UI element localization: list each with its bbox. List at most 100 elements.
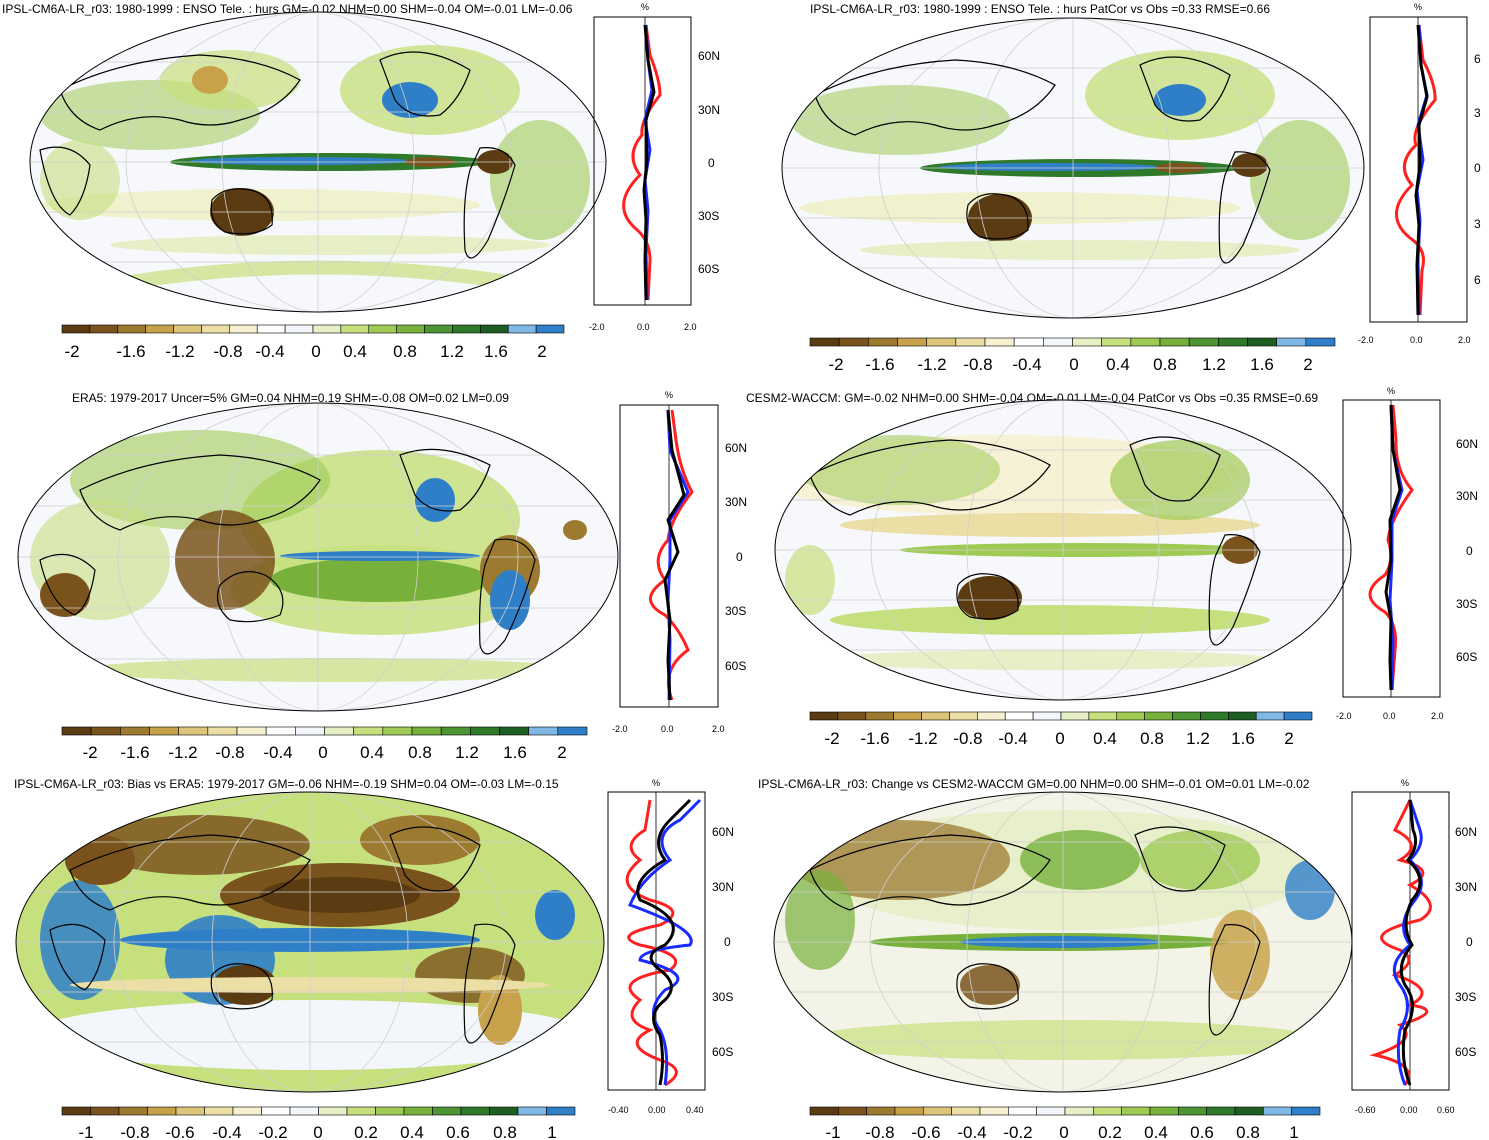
colorbar-labels: -2 -1.6 -1.2 -0.8 -0.4 0 0.4 0.8 1.2 1.6… xyxy=(82,743,566,762)
svg-text:-0.4: -0.4 xyxy=(263,743,292,762)
svg-text:0.8: 0.8 xyxy=(393,342,417,361)
panel-title: IPSL-CM6A-LR_r03: 1980-1999 : ENSO Tele.… xyxy=(810,2,1270,16)
colorbar-swatch xyxy=(265,726,296,736)
svg-text:0.6: 0.6 xyxy=(1190,1123,1214,1140)
zonal-profile: % 60N 30N 0 30S 60S -2.0 0.0 2.0 xyxy=(1336,386,1478,721)
svg-text:-1.2: -1.2 xyxy=(168,743,197,762)
colorbar xyxy=(61,1106,576,1116)
colorbar-swatch xyxy=(1043,337,1073,347)
colorbar-swatch xyxy=(489,1106,519,1116)
colorbar-swatch xyxy=(1008,1106,1037,1116)
colorbar xyxy=(809,711,1313,721)
svg-text:60S: 60S xyxy=(712,1045,733,1059)
colorbar-swatch xyxy=(1178,1106,1207,1116)
colorbar-swatch xyxy=(1004,711,1034,721)
svg-text:-1.6: -1.6 xyxy=(865,355,894,374)
colorbar-swatch xyxy=(837,711,867,721)
svg-text:60N: 60N xyxy=(698,49,720,63)
svg-text:0.4: 0.4 xyxy=(400,1123,424,1140)
svg-text:30N: 30N xyxy=(698,103,720,117)
colorbar-swatch xyxy=(207,726,238,736)
svg-text:-0.8: -0.8 xyxy=(953,729,982,748)
svg-text:%: % xyxy=(1387,386,1395,396)
colorbar-swatch xyxy=(926,337,957,347)
colorbar-swatch xyxy=(535,324,565,334)
svg-text:30N: 30N xyxy=(725,495,747,509)
colorbar-swatch xyxy=(1218,337,1248,347)
colorbar-swatch xyxy=(809,1106,839,1116)
svg-text:2.0: 2.0 xyxy=(712,724,725,734)
colorbar-swatch xyxy=(557,726,588,736)
svg-text:0.2: 0.2 xyxy=(1098,1123,1122,1140)
colorbar-swatch xyxy=(452,324,481,334)
svg-text:60N: 60N xyxy=(712,825,734,839)
zonal-profile: % 60N 30N 0 30S 60S -2.0 0.0 2.0 xyxy=(612,390,747,734)
colorbar-swatch xyxy=(893,711,922,721)
colorbar-swatch xyxy=(809,337,840,347)
colorbar-swatch xyxy=(1291,1106,1321,1116)
colorbar-swatch xyxy=(324,726,354,736)
svg-text:0.0: 0.0 xyxy=(637,322,650,332)
svg-text:1.6: 1.6 xyxy=(1250,355,1274,374)
svg-text:2: 2 xyxy=(557,743,566,762)
svg-text:30S: 30S xyxy=(1455,990,1476,1004)
colorbar-swatch xyxy=(1101,337,1132,347)
colorbar-swatch xyxy=(865,711,894,721)
colorbar-swatch xyxy=(838,337,869,347)
colorbar-swatch xyxy=(499,726,529,736)
svg-text:-1.2: -1.2 xyxy=(908,729,937,748)
colorbar-swatch xyxy=(375,1106,405,1116)
colorbar-swatch xyxy=(353,726,384,736)
colorbar-swatch xyxy=(1255,711,1285,721)
colorbar-swatch xyxy=(1032,711,1062,721)
svg-text:-1: -1 xyxy=(825,1123,840,1140)
colorbar-swatch xyxy=(1144,711,1173,721)
svg-text:30S: 30S xyxy=(698,209,719,223)
svg-text:0.0: 0.0 xyxy=(1410,335,1423,345)
colorbar-swatch xyxy=(1188,337,1219,347)
colorbar-swatch xyxy=(1116,711,1145,721)
colorbar-swatch xyxy=(147,1106,177,1116)
colorbar-swatch xyxy=(1283,711,1313,721)
map xyxy=(29,11,607,313)
svg-text:60S: 60S xyxy=(698,262,719,276)
colorbar-swatch xyxy=(923,1106,952,1116)
svg-text:1.2: 1.2 xyxy=(1202,355,1226,374)
svg-text:2.0: 2.0 xyxy=(1458,335,1471,345)
svg-text:2.0: 2.0 xyxy=(684,322,697,332)
svg-text:-0.40: -0.40 xyxy=(608,1105,629,1115)
colorbar-labels: -1 -0.8 -0.6 -0.4 -0.2 0 0.2 0.4 0.6 0.8… xyxy=(825,1123,1298,1140)
panel-title: IPSL-CM6A-LR_r03: Change vs CESM2-WACCM … xyxy=(758,777,1310,791)
svg-text:0.2: 0.2 xyxy=(354,1123,378,1140)
svg-text:0: 0 xyxy=(313,1123,322,1140)
svg-text:30N: 30N xyxy=(1456,489,1478,503)
colorbar-swatch xyxy=(517,1106,547,1116)
colorbar-swatch xyxy=(368,324,397,334)
colorbar-swatch xyxy=(61,1106,91,1116)
colorbar-swatch xyxy=(809,711,839,721)
svg-text:1.6: 1.6 xyxy=(484,342,508,361)
svg-text:1.6: 1.6 xyxy=(1231,729,1255,748)
colorbar-swatch xyxy=(955,337,986,347)
svg-text:0.0: 0.0 xyxy=(661,724,674,734)
colorbar-swatch xyxy=(1093,1106,1122,1116)
colorbar-swatch xyxy=(346,1106,376,1116)
svg-text:0.4: 0.4 xyxy=(360,743,384,762)
svg-text:30N: 30N xyxy=(1455,880,1477,894)
svg-text:60S: 60S xyxy=(725,659,746,673)
svg-text:1: 1 xyxy=(547,1123,556,1140)
svg-text:2: 2 xyxy=(1303,355,1312,374)
svg-text:0.8: 0.8 xyxy=(493,1123,517,1140)
svg-text:0.8: 0.8 xyxy=(1140,729,1164,748)
panel-top-right: IPSL-CM6A-LR_r03: 1980-1999 : ENSO Tele.… xyxy=(781,2,1481,374)
colorbar-swatch xyxy=(117,324,146,334)
colorbar-swatch xyxy=(1013,337,1044,347)
svg-text:-1.6: -1.6 xyxy=(116,342,145,361)
svg-text:0: 0 xyxy=(1466,544,1473,558)
svg-text:-0.8: -0.8 xyxy=(215,743,244,762)
svg-text:60N: 60N xyxy=(1455,825,1477,839)
colorbar-swatch xyxy=(480,324,509,334)
panel-top-left: IPSL-CM6A-LR_r03: 1980-1999 : ENSO Tele.… xyxy=(2,2,720,361)
colorbar-swatch xyxy=(424,324,453,334)
svg-text:30S: 30S xyxy=(712,990,733,1004)
